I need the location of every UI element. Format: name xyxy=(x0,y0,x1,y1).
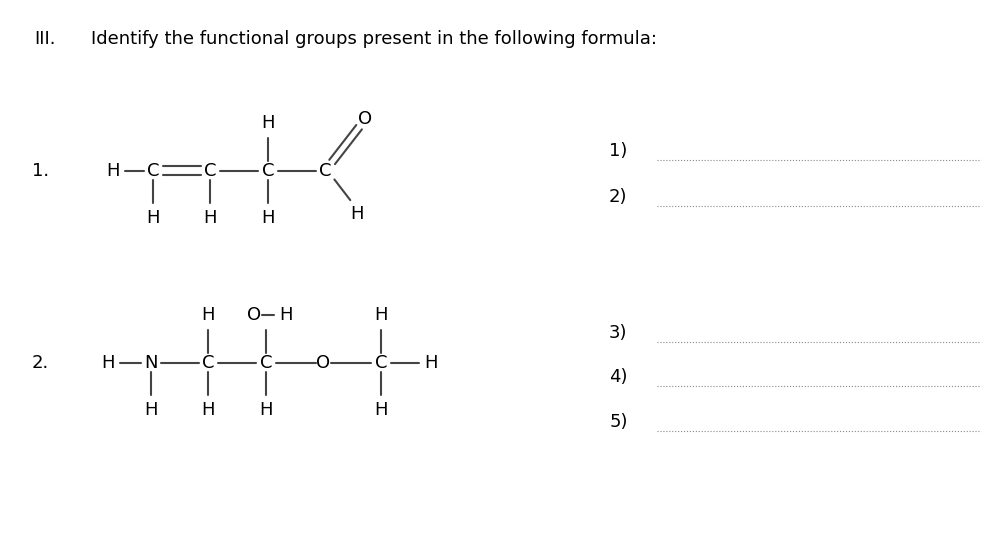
Text: H: H xyxy=(374,306,388,324)
Text: H: H xyxy=(279,306,293,324)
Text: 4): 4) xyxy=(609,368,628,386)
Text: H: H xyxy=(350,205,364,223)
Text: III.: III. xyxy=(34,30,55,48)
Text: H: H xyxy=(102,354,115,372)
Text: O: O xyxy=(358,110,372,128)
Text: C: C xyxy=(147,162,159,180)
Text: C: C xyxy=(319,162,332,180)
Text: H: H xyxy=(259,401,273,419)
Text: C: C xyxy=(204,162,217,180)
Text: H: H xyxy=(146,209,160,227)
Text: H: H xyxy=(424,354,437,372)
Text: H: H xyxy=(261,114,275,132)
Text: 1): 1) xyxy=(609,142,627,160)
Text: N: N xyxy=(144,354,158,372)
Text: 1.: 1. xyxy=(32,162,49,180)
Text: H: H xyxy=(107,162,120,180)
Text: 3): 3) xyxy=(609,324,628,342)
Text: H: H xyxy=(202,306,215,324)
Text: Identify the functional groups present in the following formula:: Identify the functional groups present i… xyxy=(91,30,657,48)
Text: 2.: 2. xyxy=(32,354,49,372)
Text: C: C xyxy=(260,354,272,372)
Text: C: C xyxy=(375,354,387,372)
Text: O: O xyxy=(316,354,331,372)
Text: H: H xyxy=(202,401,215,419)
Text: O: O xyxy=(247,306,261,324)
Text: H: H xyxy=(374,401,388,419)
Text: 2): 2) xyxy=(609,188,628,206)
Text: H: H xyxy=(261,209,275,227)
Text: C: C xyxy=(262,162,274,180)
Text: H: H xyxy=(204,209,217,227)
Text: C: C xyxy=(202,354,215,372)
Text: 5): 5) xyxy=(609,413,628,431)
Text: H: H xyxy=(144,401,158,419)
